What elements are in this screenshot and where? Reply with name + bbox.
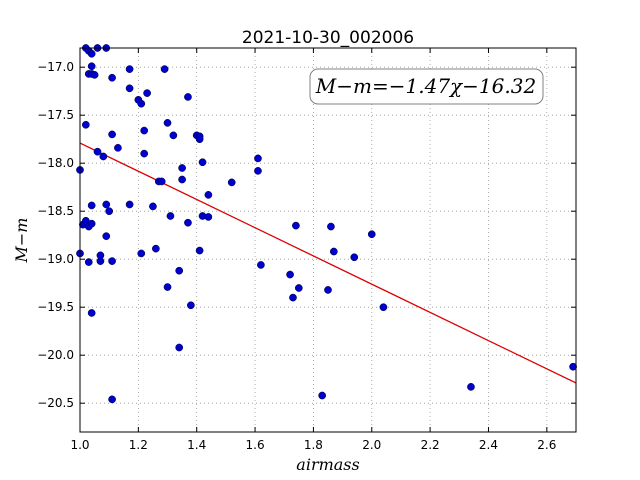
data-point (318, 391, 327, 400)
data-point (87, 309, 96, 317)
data-point (166, 212, 175, 220)
data-point (99, 152, 108, 161)
data-point (178, 164, 186, 172)
x-tick-label: 2.4 (479, 438, 498, 452)
y-tick-label: −17.5 (37, 108, 74, 122)
data-point (227, 178, 236, 187)
data-point (87, 49, 96, 58)
y-tick-label: −18.0 (37, 156, 74, 170)
data-point (350, 253, 359, 262)
x-tick-label: 2.0 (362, 438, 381, 452)
data-point (324, 286, 332, 294)
data-point (195, 135, 204, 144)
data-point (327, 222, 335, 231)
data-point (90, 71, 99, 79)
data-point (169, 131, 178, 140)
data-point (108, 130, 116, 139)
tick-labels: 1.0 1.2 1.4 1.6 1.8 2.0 2.2 2.4 2.6 −17.0 −17.5 −18… (37, 60, 556, 452)
data-points (76, 44, 577, 404)
data-point (125, 200, 134, 209)
x-tick-label: 1.4 (187, 438, 206, 452)
x-axis-label: airmass (296, 455, 359, 474)
data-point (198, 158, 207, 167)
data-point (367, 230, 376, 239)
data-point (184, 93, 192, 101)
data-point (195, 246, 204, 255)
data-point (125, 65, 134, 73)
data-point (87, 62, 96, 71)
x-tick-label: 1.6 (246, 438, 265, 452)
data-point (87, 219, 96, 228)
data-point (152, 244, 160, 253)
x-tick-label: 1.2 (129, 438, 148, 452)
data-point (108, 73, 116, 82)
data-point (143, 89, 151, 97)
data-point (467, 383, 475, 391)
y-tick-label: −18.5 (37, 204, 74, 218)
data-point (149, 202, 157, 211)
x-tick-label: 2.2 (421, 438, 440, 452)
data-point (163, 119, 172, 127)
axis-ticks (79, 48, 576, 432)
data-point (137, 249, 146, 258)
y-tick-label: −19.5 (37, 300, 74, 314)
data-point (254, 167, 262, 175)
x-tick-label: 1.0 (70, 438, 89, 452)
data-point (329, 247, 338, 256)
data-point (204, 191, 213, 199)
data-point (294, 284, 303, 292)
data-point (87, 201, 96, 210)
data-point (286, 270, 294, 279)
plot-frame (79, 47, 577, 433)
data-point (102, 232, 111, 241)
fit-equation: M−m=−1.47χ−16.32 (315, 74, 536, 98)
data-point (204, 213, 213, 221)
y-tick-label: −20.5 (37, 396, 74, 410)
data-point (178, 175, 186, 184)
data-point (125, 84, 134, 93)
chart-title: 2021-10-30_002006 (242, 28, 414, 48)
y-tick-label: −17.0 (37, 60, 74, 74)
data-point (93, 147, 102, 156)
data-point (160, 65, 169, 73)
data-point (257, 261, 265, 269)
data-point (108, 395, 116, 404)
data-point (81, 120, 90, 129)
data-point (96, 257, 105, 265)
data-point (137, 99, 146, 108)
data-point (292, 221, 300, 230)
annotation-box (309, 68, 544, 105)
data-point (187, 301, 195, 310)
y-axis-label: M−m (12, 218, 31, 264)
gridlines (79, 48, 576, 432)
data-point (254, 154, 262, 163)
y-tick-label: −20.0 (37, 348, 74, 362)
data-point (175, 266, 184, 275)
data-point (108, 257, 116, 265)
data-point (184, 218, 192, 227)
data-point (84, 258, 93, 266)
x-tick-label: 2.6 (537, 438, 556, 452)
data-point (114, 143, 122, 152)
fit-annotation: M−m=−1.47χ−16.32 (309, 68, 544, 105)
x-tick-label: 1.8 (304, 438, 323, 452)
data-point (379, 303, 388, 312)
data-point (163, 283, 172, 291)
data-point (140, 149, 149, 158)
data-point (105, 207, 114, 216)
data-point (102, 200, 111, 209)
data-point (175, 343, 184, 352)
data-point (569, 362, 577, 371)
data-point (289, 293, 297, 302)
data-point (140, 126, 149, 135)
data-point (157, 177, 166, 186)
y-tick-label: −19.0 (37, 252, 74, 266)
